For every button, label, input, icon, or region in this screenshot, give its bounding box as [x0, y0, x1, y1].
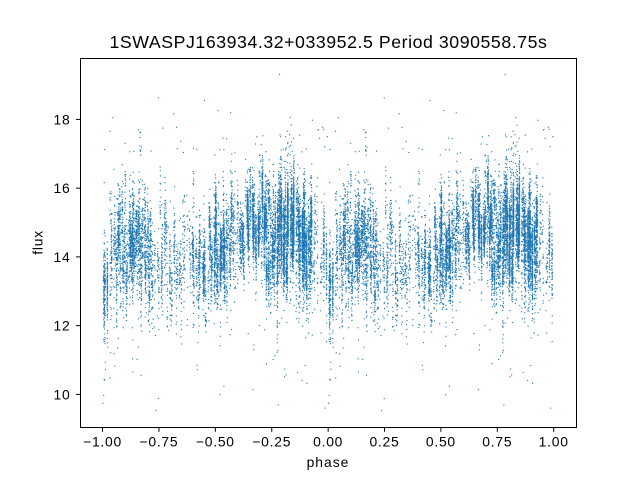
svg-text:0.00: 0.00	[313, 434, 343, 450]
svg-text:0.75: 0.75	[482, 434, 512, 450]
svg-text:flux: flux	[30, 230, 46, 255]
svg-text:−1.00: −1.00	[83, 434, 122, 450]
svg-text:0.25: 0.25	[369, 434, 399, 450]
svg-text:−0.25: −0.25	[252, 434, 291, 450]
svg-text:10: 10	[54, 386, 71, 402]
svg-text:16: 16	[54, 180, 71, 196]
svg-text:1SWASPJ163934.32+033952.5 Peri: 1SWASPJ163934.32+033952.5 Period 3090558…	[110, 32, 548, 52]
svg-text:phase: phase	[307, 454, 350, 470]
svg-text:14: 14	[54, 249, 71, 265]
svg-text:−0.50: −0.50	[196, 434, 235, 450]
svg-text:18: 18	[54, 111, 71, 127]
svg-text:1.00: 1.00	[539, 434, 569, 450]
svg-text:0.50: 0.50	[426, 434, 456, 450]
svg-text:−0.75: −0.75	[139, 434, 178, 450]
svg-text:12: 12	[54, 318, 71, 334]
